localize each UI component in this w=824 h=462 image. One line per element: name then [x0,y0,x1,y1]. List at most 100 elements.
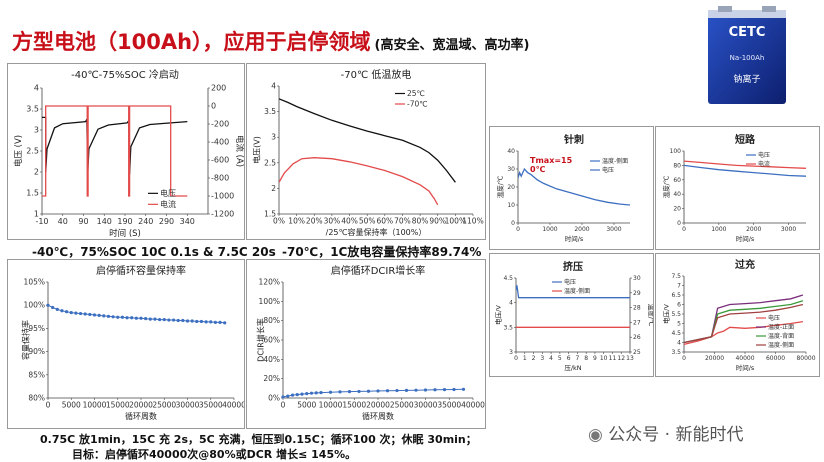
y-axis-label: 电压/V [493,305,502,325]
series-line-1 [42,105,188,197]
y-tick-label: 6 [677,302,681,309]
data-point [395,388,399,393]
y-tick-label: 20% [263,374,280,383]
data-point [130,316,134,320]
data-point [78,311,83,316]
y-tick-label: 2.5 [264,158,276,167]
y-tick-label: 3.5 [26,105,39,114]
series-line-0 [42,116,188,175]
y-tick-label: 105% [24,278,45,287]
x-tick-label: 4 [549,355,553,362]
data-point [218,320,222,324]
y2-tick-label: 29 [633,290,641,297]
y-tick-label: 4.5 [503,275,513,282]
x-tick-label: 10 [600,355,608,362]
y-tick-label: 3.5 [503,324,513,331]
data-point [60,309,64,313]
data-point [204,320,208,324]
y-tick-label: 0% [268,394,280,403]
data-point [452,387,456,392]
data-point [199,319,204,324]
chart-panel-capacity: 启停循环容量保持率 0 5000 10000 15000 20000 25000 30000 3… [7,259,247,429]
x-axis-label: /25℃容量保持率（100%） [326,227,427,237]
data-point [414,388,418,392]
y-tick-label: 60% [263,336,280,345]
y-tick-label: 1 [34,210,39,219]
legend-label: 电压 [160,188,176,198]
chart-panel-low-temp: -70℃ 低温放电 0% 10% 20% 30% 40% 50% 60% 70% 80% 90% 10… [246,63,486,240]
data-point [69,311,73,315]
y-tick-label: 6.5 [671,292,681,299]
y-tick-label: 40 [673,191,681,198]
y-tick-label: 3 [271,133,276,142]
data-point [209,320,213,324]
x-tick-label: 2000 [746,226,761,233]
x-tick-label: 15000 [106,401,130,410]
y-tick-label: 100% [24,301,45,310]
x-tick-label: 0 [281,401,286,410]
chart-capacity-retention: 启停循环容量保持率 0 5000 10000 15000 20000 25000 30000 3… [21,264,247,421]
data-point [185,319,190,323]
x-tick-label: 0 [516,226,520,233]
watermark-text: 公众号 · 新能时代 [608,425,744,445]
y-tick-label: 85% [28,370,45,379]
y-tick-label: 80 [673,162,681,169]
legend-label: 温度-侧面 [564,287,590,295]
y-tick-label: 4 [509,300,513,307]
product-logo: CETC [729,25,766,40]
data-point [116,315,120,319]
data-point [290,393,295,397]
x-tick-label: 5 [558,355,562,362]
y-tick-label: 80% [28,394,45,403]
y-axis-label: 电压 (V) [13,135,24,167]
x-tick-label: 40% [341,217,358,226]
x-tick-label: 90 [78,217,88,226]
data-point [153,317,157,321]
chart-title: 挤压 [563,260,583,273]
data-point [171,318,176,322]
y2-tick-label: -1000 [211,192,234,201]
x-tick-label: 5000 [297,401,316,410]
y2-tick-label: 200 [211,84,226,93]
series-line-1 [279,157,439,206]
x-axis-label: 时间/s [565,234,584,243]
y2-tick-label: 27 [633,319,641,326]
data-point [181,318,185,323]
x-tick-label: 1 [523,355,527,362]
legend-label: 温度-侧面 [768,341,794,349]
data-point [223,321,227,325]
x-tick-label: 20000 [366,401,390,410]
x-tick-label: 30000 [176,401,200,410]
data-point [319,390,323,395]
x-axis-label: 时间/s [736,363,755,372]
x-tick-label: 10000 [319,401,343,410]
legend-label: 电压 [564,278,576,286]
x-tick-label: 15000 [342,401,366,410]
data-point [357,389,361,394]
legend-label: 电压 [758,151,770,159]
data-point [139,316,143,320]
x-tick-label: 2 [532,355,536,362]
series-line-0 [684,164,806,177]
caption-low-temp: -70℃，1C放电容量保持率89.74% [282,245,482,259]
data-point [120,315,124,319]
annotation-label: Tmax=15 [530,156,573,165]
x-tick-label: 12 [617,355,625,362]
data-point [305,392,309,396]
data-point [314,391,318,395]
product-name: 钠离子 [733,73,760,85]
data-point [213,320,217,324]
x-tick-label: 40000 [735,355,754,362]
x-tick-label: 3 [540,355,544,362]
x-tick-label: 0% [273,217,285,226]
x-axis-label: 时间 (S) [109,228,141,239]
chart-panel-dcir: 启停循环DCIR增长率 0 5000 10000 15000 20000 25000 3000… [246,259,486,429]
y2-axis-label: 温度/℃ [647,304,653,327]
x-tick-label: 40 [58,217,68,226]
x-tick-label: 3000 [606,226,621,233]
legend-label: 电压 [602,166,614,174]
x-tick-label: 0 [682,226,686,233]
data-point [433,388,437,392]
data-point [167,318,171,322]
x-axis-label: 压/kN [564,364,581,372]
